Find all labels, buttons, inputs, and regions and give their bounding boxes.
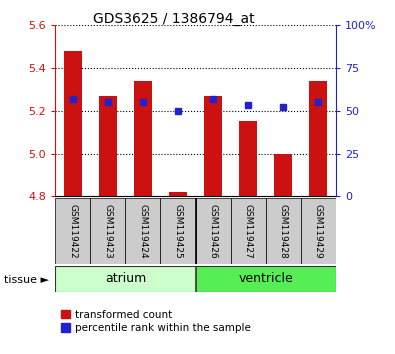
- Text: GSM119428: GSM119428: [278, 204, 288, 258]
- Text: GSM119427: GSM119427: [244, 204, 253, 258]
- Bar: [134, 81, 152, 196]
- Text: GSM119423: GSM119423: [103, 204, 113, 258]
- Text: ventricle: ventricle: [238, 272, 293, 285]
- Bar: [55, 266, 196, 292]
- Text: GSM119429: GSM119429: [314, 204, 323, 258]
- Text: GDS3625 / 1386794_at: GDS3625 / 1386794_at: [93, 12, 255, 27]
- Text: GSM119422: GSM119422: [68, 204, 77, 258]
- Bar: [196, 198, 231, 264]
- Bar: [301, 198, 336, 264]
- Text: GSM119425: GSM119425: [173, 204, 182, 258]
- Bar: [275, 154, 292, 196]
- Legend: transformed count, percentile rank within the sample: transformed count, percentile rank withi…: [60, 310, 251, 333]
- Bar: [231, 198, 265, 264]
- Text: GSM119424: GSM119424: [138, 204, 147, 258]
- Text: tissue ►: tissue ►: [4, 275, 49, 285]
- Bar: [309, 81, 327, 196]
- Bar: [64, 51, 82, 196]
- Bar: [196, 266, 336, 292]
- Bar: [204, 96, 222, 196]
- Bar: [126, 198, 160, 264]
- Text: GSM119426: GSM119426: [209, 204, 218, 258]
- Bar: [55, 198, 90, 264]
- Bar: [239, 121, 257, 196]
- Bar: [90, 198, 126, 264]
- Bar: [265, 198, 301, 264]
- Text: atrium: atrium: [105, 272, 146, 285]
- Bar: [169, 192, 187, 196]
- Bar: [160, 198, 196, 264]
- Bar: [99, 96, 117, 196]
